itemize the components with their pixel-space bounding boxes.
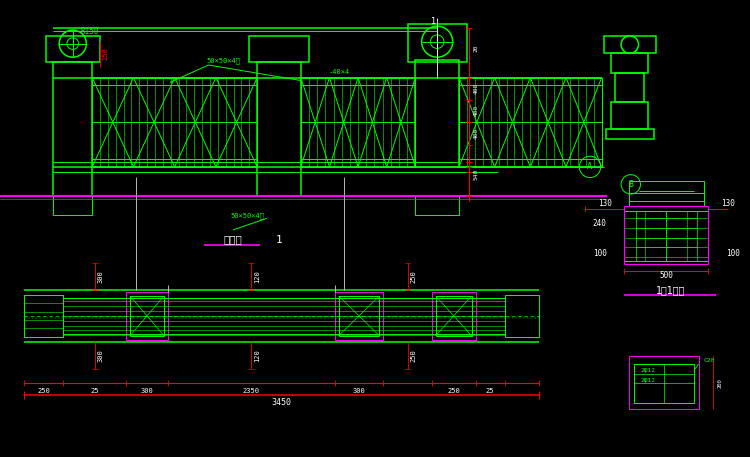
Text: -40×4: -40×4 <box>329 69 350 75</box>
Text: 100: 100 <box>726 249 740 258</box>
Text: B: B <box>628 180 633 189</box>
Bar <box>605 129 654 139</box>
Text: 200: 200 <box>718 378 722 388</box>
Text: 2350: 2350 <box>243 388 260 394</box>
Bar <box>334 292 383 340</box>
Bar <box>130 296 164 336</box>
Bar <box>611 53 648 73</box>
Text: 1－1剖面: 1－1剖面 <box>656 285 686 295</box>
Text: 400: 400 <box>474 128 479 138</box>
Text: 130: 130 <box>721 199 735 208</box>
Bar <box>416 60 459 167</box>
Text: 25: 25 <box>90 388 99 394</box>
Bar <box>53 62 92 196</box>
Text: 500: 500 <box>659 271 674 280</box>
Bar <box>339 296 380 336</box>
Bar <box>611 102 648 129</box>
Text: 3450: 3450 <box>272 398 292 407</box>
Text: 250: 250 <box>103 48 109 60</box>
Text: 25: 25 <box>486 388 494 394</box>
Text: 250: 250 <box>447 388 460 394</box>
Text: 1: 1 <box>276 234 283 244</box>
Text: 立面图: 立面图 <box>224 234 242 244</box>
Bar <box>628 356 699 409</box>
Text: 400: 400 <box>474 83 479 94</box>
Text: 120: 120 <box>254 270 260 283</box>
Bar <box>257 62 301 196</box>
Text: C20: C20 <box>704 358 715 363</box>
Text: 300: 300 <box>352 388 365 394</box>
Text: 540: 540 <box>474 169 479 180</box>
Bar <box>628 181 704 193</box>
Text: 240: 240 <box>592 218 607 228</box>
Bar <box>53 196 92 215</box>
Text: 1: 1 <box>430 17 436 26</box>
Text: 250: 250 <box>410 270 416 283</box>
Text: 50×50×4钢: 50×50×4钢 <box>230 212 265 219</box>
Bar <box>126 292 168 340</box>
Bar <box>250 36 308 62</box>
Bar <box>615 73 644 102</box>
Text: 2φ12: 2φ12 <box>640 378 656 383</box>
Text: 300: 300 <box>141 388 154 394</box>
Text: 300: 300 <box>98 349 104 361</box>
Text: 130: 130 <box>598 199 611 208</box>
Bar <box>46 36 100 62</box>
Bar <box>416 196 459 215</box>
Text: A: A <box>587 162 592 171</box>
Text: 250: 250 <box>38 388 50 394</box>
Text: 20: 20 <box>474 44 479 52</box>
Text: 120: 120 <box>254 349 260 361</box>
Text: 100: 100 <box>592 249 607 258</box>
Bar <box>407 24 466 62</box>
Bar <box>432 292 476 340</box>
Bar <box>301 78 416 167</box>
Bar <box>24 295 63 337</box>
Bar <box>505 295 538 337</box>
Text: 300: 300 <box>98 270 104 283</box>
Text: R150: R150 <box>81 27 100 36</box>
Text: 250: 250 <box>410 349 416 361</box>
Bar <box>624 211 709 261</box>
Bar <box>604 36 656 53</box>
Bar <box>459 78 602 167</box>
Text: 2φ12: 2φ12 <box>640 368 656 373</box>
Text: 50×50×4钢: 50×50×4钢 <box>206 58 240 64</box>
Text: 400: 400 <box>474 105 479 116</box>
Bar <box>634 364 694 403</box>
Bar <box>92 78 257 167</box>
Bar <box>436 296 472 336</box>
